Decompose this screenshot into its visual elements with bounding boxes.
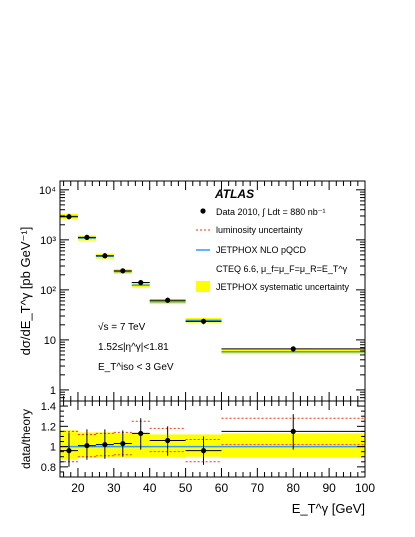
ratio-frame bbox=[59, 400, 366, 478]
data-points bbox=[60, 213, 365, 352]
x-tick-label: 50 bbox=[179, 481, 193, 495]
ratio-y-tick-label: 1.4 bbox=[41, 401, 56, 413]
legend-data-marker bbox=[200, 208, 206, 214]
ratio-panel: 0.8 1 1.2 1.4 20 30 40 50 60 70 80 90 100 data/theor… bbox=[19, 400, 375, 516]
ratio-points bbox=[60, 414, 365, 467]
x-tick-label: 100 bbox=[355, 481, 375, 495]
legend-cteq: CTEQ 6.6, μ_f=μ_F=μ_R=E_T^γ bbox=[216, 264, 348, 274]
data-point bbox=[102, 253, 108, 259]
experiment-label: ATLAS bbox=[214, 187, 254, 201]
ratio-y-tick-label: 0.8 bbox=[41, 462, 56, 474]
x-tick-label: 20 bbox=[71, 481, 85, 495]
x-tick-label: 90 bbox=[322, 481, 336, 495]
data-point bbox=[200, 318, 207, 324]
main-y-tick-label: 10² bbox=[40, 285, 56, 297]
ratio-point bbox=[66, 448, 72, 454]
ratio-y-axis-label: data/theory bbox=[19, 409, 33, 469]
ratio-axes: 0.8 1 1.2 1.4 20 30 40 50 60 70 80 90 100 bbox=[41, 401, 375, 495]
data-point bbox=[66, 214, 72, 220]
x-tick-label: 40 bbox=[143, 481, 157, 495]
ratio-y-tick-label: 1 bbox=[50, 442, 56, 454]
legend: Data 2010, ∫ Ldt = 880 nb⁻¹ luminosity u… bbox=[196, 207, 350, 292]
x-tick-label: 60 bbox=[215, 481, 229, 495]
data-point bbox=[120, 268, 126, 274]
legend-data: Data 2010, ∫ Ldt = 880 nb⁻¹ bbox=[216, 207, 326, 217]
legend-nlo: JETPHOX NLO pQCD bbox=[216, 245, 307, 255]
data-point bbox=[165, 297, 171, 303]
ratio-y-tick-label: 1.2 bbox=[41, 421, 56, 433]
legend-lumi: luminosity uncertainty bbox=[216, 225, 303, 235]
main-plot-area bbox=[60, 181, 365, 401]
isolation-label: E_T^iso < 3 GeV bbox=[98, 362, 174, 373]
ratio-point bbox=[200, 448, 207, 454]
ratio-point bbox=[165, 437, 171, 444]
main-y-tick-label: 10³ bbox=[40, 235, 56, 247]
main-y-axis-label: dσ/dE_T^γ [pb GeV⁻¹] bbox=[18, 227, 33, 356]
ratio-point bbox=[102, 441, 108, 448]
ratio-point bbox=[290, 428, 296, 434]
x-tick-label: 80 bbox=[287, 481, 301, 495]
main-y-tick-label: 10⁴ bbox=[39, 185, 56, 197]
data-point bbox=[290, 346, 296, 352]
x-tick-label: 30 bbox=[107, 481, 121, 495]
legend-syst: JETPHOX systematic uncertainty bbox=[216, 282, 350, 292]
legend-syst-box bbox=[196, 281, 210, 292]
sqrt-s-label: √s = 7 TeV bbox=[98, 321, 146, 333]
data-point bbox=[138, 279, 144, 286]
main-y-tick-label: 10 bbox=[44, 335, 56, 347]
ratio-point bbox=[120, 440, 126, 447]
main-axes: 1 10 10² 10³ 10⁴ bbox=[39, 181, 366, 402]
data-point bbox=[84, 234, 90, 240]
main-y-tick-label: 1 bbox=[50, 385, 56, 397]
ratio-point bbox=[138, 430, 144, 437]
ratio-point bbox=[84, 442, 90, 449]
x-axis-label: E_T^γ [GeV] bbox=[292, 501, 365, 516]
x-tick-label: 70 bbox=[251, 481, 265, 495]
eta-range-label: 1.52≤|η^γ|<1.81 bbox=[98, 342, 169, 353]
